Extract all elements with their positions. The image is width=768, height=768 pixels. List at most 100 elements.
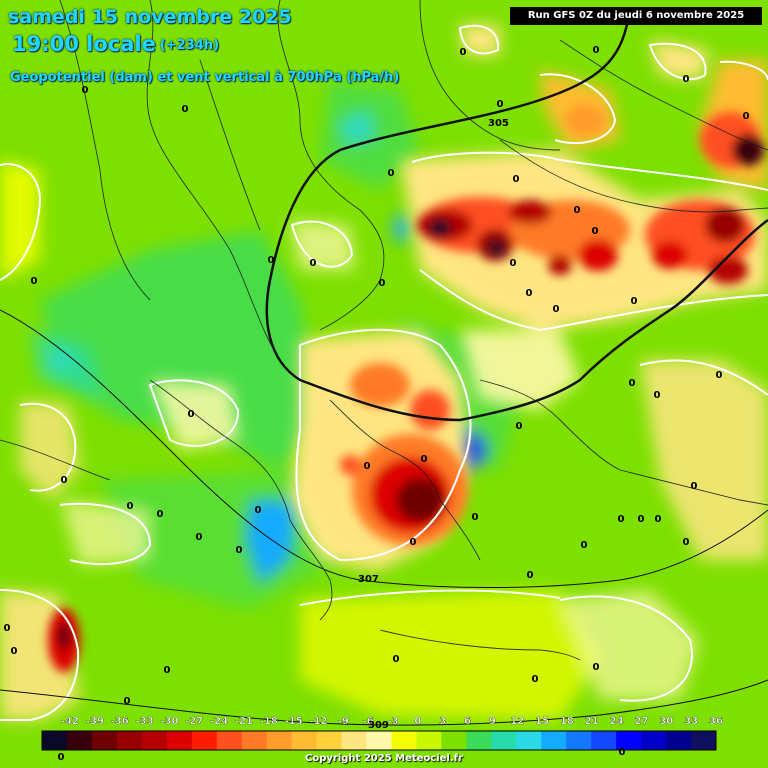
zero-value-label: 0: [655, 514, 662, 525]
color-legend: -42 -39 -36 -33 -30 -27 -24 -21 -18 -15 -12 -9 -6 -3 0…: [41, 716, 723, 751]
zero-value-label: 0: [124, 696, 131, 707]
zero-value-label: 0: [127, 501, 134, 512]
zero-value-label: 0: [472, 512, 479, 523]
zero-value-label: 0: [393, 654, 400, 665]
legend-swatch: [266, 731, 293, 750]
zero-value-label: 0: [510, 258, 517, 269]
legend-swatch: [491, 731, 517, 750]
legend-tick-label: -30: [160, 716, 178, 727]
legend-swatch: [241, 731, 268, 750]
legend-tick-label: 6: [464, 716, 471, 727]
legend-tick-label: -18: [260, 716, 278, 727]
zero-value-label: 0: [11, 646, 18, 657]
zero-value-label: 0: [716, 370, 723, 381]
zero-value-label: 0: [410, 537, 417, 548]
zero-value-label: 0: [196, 532, 203, 543]
zero-value-label: 0: [310, 258, 317, 269]
legend-swatch: [116, 731, 143, 750]
geopotential-isolines-thin: [0, 309, 768, 726]
zero-value-label: 0: [82, 85, 89, 96]
legend-tick-label: 36: [709, 716, 723, 727]
run-label: Run GFS 0Z du jeudi 6 novembre 2025: [510, 7, 762, 25]
legend-swatch: [616, 731, 642, 750]
legend-tick-label: 30: [659, 716, 673, 727]
legend-swatch: [291, 731, 318, 750]
zero-value-label: 0: [743, 111, 750, 122]
zero-contours: [0, 24, 768, 721]
zero-value-label: 0: [574, 205, 581, 216]
legend-swatch: [466, 731, 492, 750]
legend-tick-label: 33: [684, 716, 698, 727]
zero-value-label: 0: [631, 296, 638, 307]
zero-value-label: 0: [460, 47, 467, 58]
legend-tick-label: 24: [610, 716, 624, 727]
zero-value-label: 0: [58, 752, 65, 763]
isoline-labels: 305 307 309: [358, 118, 509, 731]
forecast-time: 19:00 locale (+234h): [12, 32, 219, 56]
legend-tick-label: -9: [338, 716, 349, 727]
legend-swatch: [666, 731, 692, 750]
zero-value-label: 0: [61, 475, 68, 486]
forecast-time-text: 19:00 locale: [12, 32, 156, 56]
legend-tick-label: 27: [635, 716, 649, 727]
zero-value-label: 0: [629, 378, 636, 389]
zero-value-label: 0: [388, 168, 395, 179]
legend-tick-label: 21: [585, 716, 599, 727]
legend-swatch: [366, 731, 392, 750]
legend-swatch: [541, 731, 567, 750]
zero-value-label: 0: [619, 747, 626, 758]
legend-swatch: [216, 731, 243, 750]
zero-value-label: 0: [379, 278, 386, 289]
legend-swatch: [316, 731, 343, 750]
legend-swatch: [641, 731, 667, 750]
legend-swatch: [66, 731, 93, 750]
legend-tick-label: -27: [185, 716, 203, 727]
zero-value-label: 0: [527, 570, 534, 581]
zero-value-label: 0: [581, 540, 588, 551]
legend-swatch: [416, 731, 442, 750]
legend-tick-label: 0: [414, 716, 421, 727]
zero-value-label: 0: [164, 665, 171, 676]
legend-tick-label: -24: [210, 716, 228, 727]
legend-tick-label: 15: [535, 716, 549, 727]
legend-swatch: [391, 731, 417, 750]
zero-value-label: 0: [255, 505, 262, 516]
zero-value-label: 0: [593, 662, 600, 673]
copyright: Copyright 2025 Meteociel.fr: [305, 753, 463, 764]
zero-value-label: 0: [553, 304, 560, 315]
legend-swatch: [591, 731, 617, 750]
isoline-label-307: 307: [358, 574, 379, 585]
zero-value-label: 0: [691, 481, 698, 492]
legend-tick-label: -39: [86, 716, 104, 727]
legend-swatch: [566, 731, 592, 750]
legend-tick-label: 9: [489, 716, 496, 727]
geopotential-isolines: [265, 19, 768, 422]
field-title: Geopotentiel (dam) et vent vertical à 70…: [10, 70, 400, 85]
zero-value-label: 0: [4, 623, 11, 634]
legend-tick-label: -36: [111, 716, 129, 727]
ascent-shading: [30, 80, 520, 610]
legend-swatch: [166, 731, 193, 750]
legend-tick-label: 12: [510, 716, 524, 727]
zero-value-label: 0: [516, 421, 523, 432]
legend-tick-label: -42: [61, 716, 79, 727]
legend-swatch: [441, 731, 467, 750]
zero-value-labels: 0 0 0 0 0 0 0 0 0 0 0 0 0 0 0 0 0 0 0 0 0 0 0 0 0 0 0 0 0 0 0 0 0 0 0 0 0 0 0 0…: [4, 45, 750, 763]
zero-value-label: 0: [526, 288, 533, 299]
zero-value-label: 0: [592, 226, 599, 237]
zero-value-label: 0: [683, 74, 690, 85]
legend-swatch: [141, 731, 168, 750]
legend-swatch: [691, 731, 717, 750]
legend-tick-label: 18: [560, 716, 574, 727]
legend-tick-label: 3: [439, 716, 446, 727]
zero-value-label: 0: [31, 276, 38, 287]
zero-value-label: 0: [593, 45, 600, 56]
forecast-lead: (+234h): [159, 38, 220, 53]
legend-tick-label: -3: [387, 716, 398, 727]
zero-value-label: 0: [618, 514, 625, 525]
legend-tick-label: -33: [135, 716, 153, 727]
legend-swatch: [516, 731, 542, 750]
zero-value-label: 0: [638, 514, 645, 525]
zero-value-label: 0: [497, 99, 504, 110]
